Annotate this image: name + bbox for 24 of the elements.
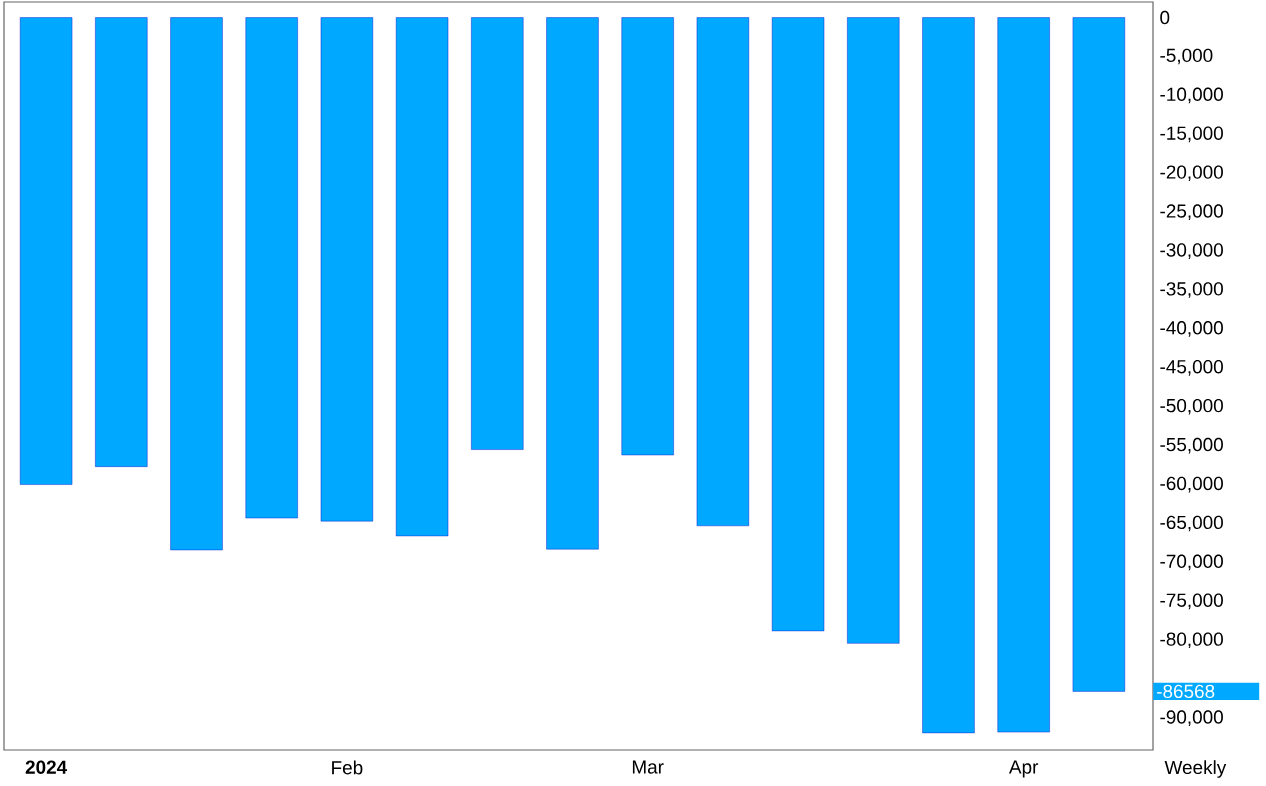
y-tick-label: -40,000 <box>1160 321 1223 337</box>
text: Weekly <box>1164 760 1227 778</box>
x-tick-label: Mar <box>632 760 664 774</box>
y-tick-label: -25,000 <box>1160 204 1223 220</box>
y-tick-label: -30,000 <box>1160 243 1223 259</box>
y-tick-label: -15,000 <box>1160 126 1223 143</box>
y-tick-label: -50,000 <box>1160 398 1223 415</box>
y-tick-label: -65,000 <box>1160 515 1223 532</box>
y-tick-label: -10,000 <box>1160 87 1223 104</box>
y-tick-label: -60,000 <box>1160 476 1223 493</box>
x-tick-label: 2024 <box>25 760 68 774</box>
text: -86568 <box>1157 684 1215 699</box>
y-tick-label: -35,000 <box>1160 282 1223 298</box>
x-tick-label: Apr <box>1008 760 1039 778</box>
y-tick-label: -80,000 <box>1160 632 1223 649</box>
y-tick-label: -20,000 <box>1160 165 1223 182</box>
y-tick-label: 0 <box>1160 10 1170 25</box>
y-tick-label: -75,000 <box>1160 593 1223 610</box>
y-tick-label: -55,000 <box>1160 437 1223 454</box>
y-tick-label: -45,000 <box>1160 360 1223 376</box>
y-tick-label: -90,000 <box>1160 710 1223 726</box>
x-tick-label: Feb <box>332 760 363 775</box>
y-tick-label: -70,000 <box>1160 554 1223 571</box>
y-tick-label: -5,000 <box>1160 48 1213 65</box>
